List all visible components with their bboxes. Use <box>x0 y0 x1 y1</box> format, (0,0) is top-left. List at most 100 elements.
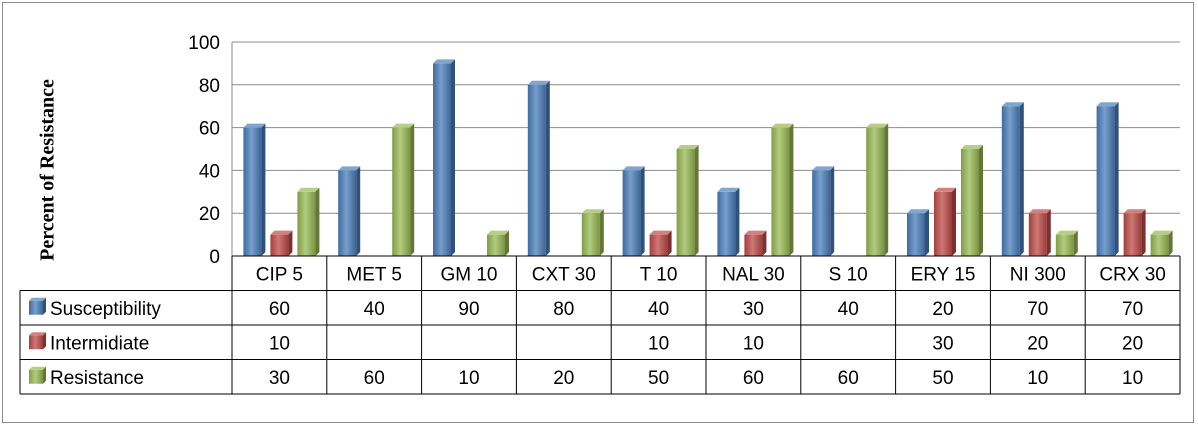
bar-top <box>812 166 835 171</box>
bar-face <box>961 149 979 256</box>
legend-label-resistance: Resistance <box>50 368 144 389</box>
bar-side <box>640 166 645 256</box>
cell-intermidiate-t-10: 10 <box>648 333 669 354</box>
bar-intermidiate-t-10 <box>649 230 672 256</box>
bar-intermidiate-ni-300 <box>1028 209 1051 256</box>
cell-susceptibility-ery-15: 20 <box>932 299 953 320</box>
category-label-met-5: MET 5 <box>346 264 402 285</box>
bar-side <box>925 209 929 256</box>
legend-key-face <box>29 335 43 350</box>
bar-side <box>451 59 455 257</box>
cell-susceptibility-s-10: 40 <box>838 299 859 320</box>
cell-intermidiate-ni-300: 20 <box>1027 333 1048 354</box>
bar-side <box>667 230 672 256</box>
bar-resistance-ni-300 <box>1055 230 1078 256</box>
bar-side <box>694 145 699 256</box>
bar-face <box>622 170 641 256</box>
legend-key-intermidiate <box>29 332 46 350</box>
data-table: CIP 5 MET 5 GM 10 CXT 30 T 10 NAL 30 S 10 ERY 1… <box>19 255 1181 395</box>
cell-intermidiate-nal-30: 10 <box>743 333 764 354</box>
bar-top <box>1028 209 1051 214</box>
bar-side <box>884 123 889 256</box>
bar-top <box>581 209 604 214</box>
y-tick-labels: 0 20 40 60 80 100 <box>188 33 220 268</box>
category-label-ery-15: ERY 15 <box>911 264 976 285</box>
bar-top <box>622 166 645 171</box>
legend-label-intermidiate: Intermidiate <box>50 333 149 354</box>
category-label-nal-30: NAL 30 <box>722 264 785 285</box>
legend-key-face <box>29 369 43 384</box>
bar-resistance-s-10 <box>866 123 889 256</box>
bar-face <box>1123 213 1142 256</box>
cell-resistance-s-10: 60 <box>838 368 859 389</box>
bar-side <box>762 230 767 256</box>
bar-face <box>392 127 411 256</box>
bar-face <box>1001 106 1020 256</box>
bar-top <box>297 187 320 192</box>
bar-side <box>1114 102 1119 256</box>
y-tick-60: 60 <box>199 119 220 140</box>
bar-side <box>1141 209 1146 256</box>
bar-top <box>1123 209 1146 214</box>
category-label-gm-10: GM 10 <box>440 264 497 285</box>
bar-top <box>338 166 361 171</box>
bar-side <box>789 123 794 256</box>
bar-top <box>1096 102 1119 107</box>
bar-side <box>315 187 320 256</box>
bars <box>243 59 1173 257</box>
bar-intermidiate-nal-30 <box>744 230 767 256</box>
bar-face <box>1150 234 1169 256</box>
bar-side <box>505 230 509 256</box>
category-label-cxt-30: CXT 30 <box>532 264 596 285</box>
bar-top <box>961 145 983 149</box>
bar-face <box>243 127 262 256</box>
legend-label-susceptibility: Susceptibility <box>50 299 161 320</box>
cell-intermidiate-cip-5: 10 <box>269 333 290 354</box>
legend-key-side <box>43 366 46 384</box>
y-tick-40: 40 <box>199 161 220 182</box>
legend-key-top <box>29 332 46 336</box>
bar-susceptibility-cxt-30 <box>527 80 550 256</box>
cell-resistance-met-5: 60 <box>364 368 385 389</box>
bar-face <box>934 191 952 256</box>
bar-top <box>1150 230 1173 235</box>
cell-susceptibility-nal-30: 30 <box>743 299 764 320</box>
category-label-crx-30: CRX 30 <box>1099 264 1166 285</box>
bar-side <box>979 145 983 256</box>
category-label-ni-300: NI 300 <box>1010 264 1066 285</box>
bar-susceptibility-met-5 <box>338 166 361 256</box>
bar-face <box>717 191 736 256</box>
cell-resistance-cxt-30: 20 <box>553 368 574 389</box>
bar-side <box>288 230 293 256</box>
bar-face <box>1055 234 1074 256</box>
legend-key-top <box>29 366 46 370</box>
bar-face <box>1028 213 1047 256</box>
bar-top <box>527 80 550 85</box>
cell-resistance-t-10: 50 <box>648 368 669 389</box>
bar-resistance-cxt-30 <box>581 209 604 256</box>
category-label-s-10: S 10 <box>829 264 868 285</box>
bar-top <box>934 187 956 192</box>
bar-side <box>261 123 266 256</box>
bar-side <box>356 166 361 256</box>
y-tick-0: 0 <box>209 247 220 268</box>
cell-intermidiate-crx-30: 20 <box>1122 333 1143 354</box>
bar-resistance-t-10 <box>676 145 699 256</box>
legend-key-face <box>29 300 43 315</box>
cell-susceptibility-t-10: 40 <box>648 299 669 320</box>
bar-face <box>907 213 925 256</box>
bar-face <box>866 127 885 256</box>
bar-top <box>676 145 699 149</box>
bar-side <box>735 187 740 256</box>
bar-side <box>830 166 835 256</box>
bar-intermidiate-ery-15 <box>934 187 956 256</box>
bar-resistance-crx-30 <box>1150 230 1173 256</box>
bar-face <box>1096 106 1115 256</box>
bar-face <box>649 234 668 256</box>
bar-susceptibility-cip-5 <box>243 123 266 256</box>
legend-key-top <box>29 297 46 301</box>
bar-resistance-ery-15 <box>961 145 983 256</box>
bar-side <box>545 80 550 256</box>
bar-susceptibility-gm-10 <box>433 59 455 257</box>
